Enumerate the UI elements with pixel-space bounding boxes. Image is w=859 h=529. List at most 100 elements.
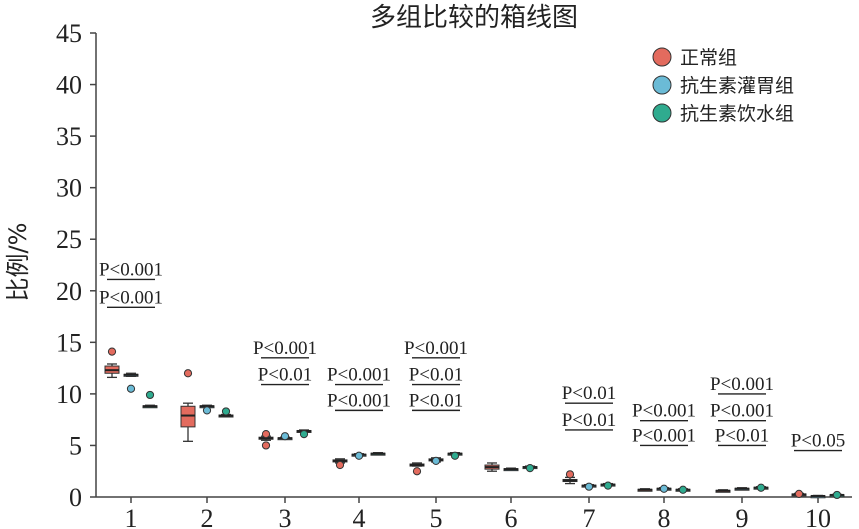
box-3-10: [829, 490, 845, 500]
outlier-point: [183, 369, 193, 378]
x-tick-label: 7: [583, 504, 596, 529]
significance-label: P<0.001: [710, 401, 774, 422]
outlier-point: [794, 489, 804, 499]
box-1-4: [332, 458, 348, 470]
significance-label: P<0.01: [715, 425, 770, 446]
significance-label: P<0.01: [562, 383, 617, 404]
outlier-point: [431, 456, 441, 466]
outlier-point: [299, 430, 309, 439]
outlier-point: [354, 451, 364, 460]
significance-label: P<0.05: [791, 431, 846, 452]
significance-label: P<0.01: [258, 365, 313, 386]
significance-label: P<0.001: [327, 365, 391, 386]
outlier-point: [565, 470, 575, 479]
legend-label: 抗生素饮水组: [680, 103, 794, 125]
box-1-1: [104, 347, 120, 379]
outlier-point: [450, 451, 460, 460]
y-tick-label: 30: [56, 174, 82, 203]
box-1-10: [791, 489, 807, 499]
legend-label: 正常组: [680, 47, 737, 69]
y-axis-label: 比例/%: [4, 223, 32, 302]
significance-label: P<0.001: [253, 338, 317, 359]
outlier-point: [202, 406, 212, 415]
outlier-point: [126, 384, 136, 393]
significance-label: P<0.001: [632, 425, 696, 446]
outlier-point: [832, 490, 842, 500]
box-2-2: [199, 404, 215, 415]
outlier-point: [756, 483, 766, 492]
outlier-point: [659, 484, 669, 493]
legend-marker: [652, 47, 672, 67]
outlier-point: [603, 481, 613, 490]
outlier-point: [412, 467, 422, 476]
y-tick-label: 0: [69, 483, 82, 512]
x-tick-label: 9: [736, 504, 749, 529]
x-tick-label: 3: [279, 504, 292, 529]
x-tick-label: 4: [353, 504, 366, 529]
box-1-7: [562, 470, 578, 485]
box-1-2: [180, 369, 196, 442]
box-2-3: [277, 432, 293, 441]
box-2-1: [123, 372, 139, 393]
y-tick-label: 15: [56, 328, 82, 357]
box-3-9: [753, 483, 769, 492]
box-1-5: [409, 462, 425, 476]
y-tick-label: 45: [56, 19, 82, 48]
box-3-6: [522, 464, 538, 473]
x-tick-label: 10: [805, 504, 831, 529]
box-body: [180, 405, 196, 428]
box-2-6: [503, 467, 519, 472]
box-2-8: [656, 484, 672, 493]
outlier-point: [261, 441, 271, 450]
significance-label: P<0.001: [99, 259, 163, 280]
outlier-point: [280, 432, 290, 441]
box-3-8: [675, 485, 691, 494]
x-tick-label: 1: [125, 504, 138, 529]
box-2-7: [581, 482, 597, 491]
box-1-3: [258, 430, 274, 450]
significance-label: P<0.001: [327, 390, 391, 411]
x-tick-label: 2: [201, 504, 214, 529]
x-tick-label: 8: [658, 504, 671, 529]
box-2-9: [734, 487, 750, 491]
box-2-5: [428, 456, 444, 466]
outlier-point: [261, 430, 271, 439]
box-1-9: [715, 489, 731, 493]
box-3-2: [218, 407, 234, 418]
box-3-7: [600, 481, 616, 490]
outlier-point: [584, 482, 594, 491]
outlier-point: [335, 460, 345, 470]
significance-label: P<0.01: [409, 390, 464, 411]
x-tick-label: 6: [505, 504, 518, 529]
y-tick-label: 25: [56, 225, 82, 254]
significance-label: P<0.001: [710, 374, 774, 395]
y-tick-label: 20: [56, 277, 82, 306]
outlier-point: [525, 464, 535, 473]
y-tick-label: 35: [56, 122, 82, 151]
outlier-point: [221, 407, 231, 416]
legend-marker: [652, 75, 672, 95]
significance-label: P<0.001: [632, 401, 696, 422]
box-3-1: [142, 390, 158, 409]
y-tick-label: 5: [69, 431, 82, 460]
significance-label: P<0.01: [562, 410, 617, 431]
outlier-point: [107, 347, 117, 356]
outlier-point: [145, 390, 155, 400]
box-3-3: [296, 429, 312, 439]
box-3-4: [370, 452, 386, 456]
chart-title: 多组比较的箱线图: [370, 3, 578, 33]
significance-label: P<0.01: [409, 365, 464, 386]
y-tick-label: 10: [56, 380, 82, 409]
x-tick-label: 5: [430, 504, 443, 529]
box-2-4: [351, 451, 367, 460]
box-1-6: [484, 462, 500, 472]
legend-marker: [652, 103, 672, 123]
significance-label: P<0.001: [99, 287, 163, 308]
box-2-10: [810, 494, 826, 499]
y-tick-label: 40: [56, 71, 82, 100]
box-3-5: [447, 451, 463, 460]
outlier-point: [678, 485, 688, 494]
